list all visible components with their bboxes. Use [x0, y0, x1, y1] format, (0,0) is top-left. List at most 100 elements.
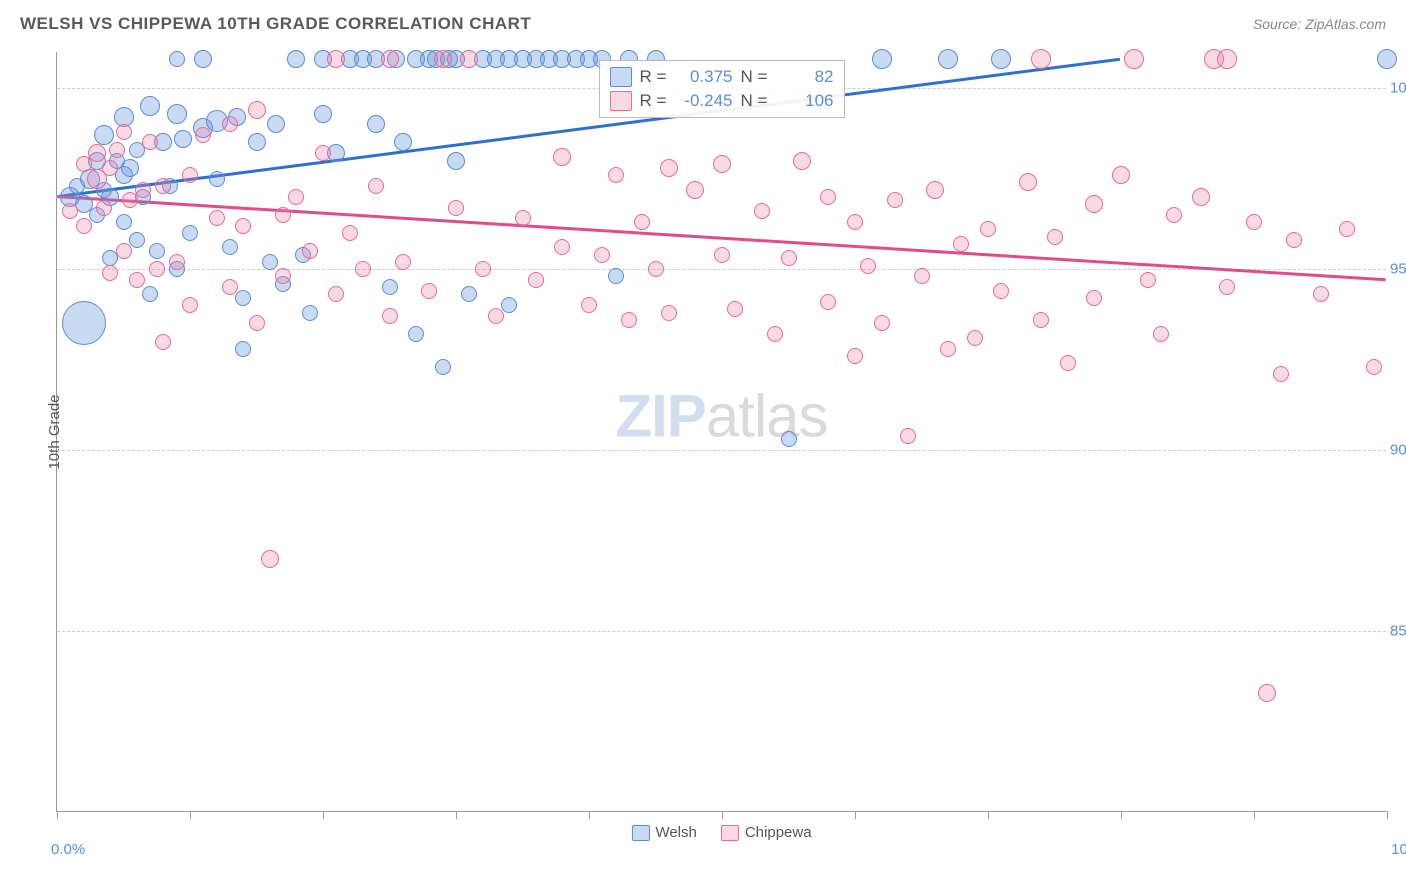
data-point: [594, 247, 610, 263]
chart-title: WELSH VS CHIPPEWA 10TH GRADE CORRELATION…: [20, 14, 531, 34]
data-point: [1192, 188, 1210, 206]
data-point: [121, 159, 139, 177]
y-tick-label: 90.0%: [1390, 442, 1406, 459]
data-point: [1339, 221, 1355, 237]
x-tick: [722, 811, 723, 819]
data-point: [1313, 286, 1329, 302]
data-point: [1086, 290, 1102, 306]
data-point: [621, 312, 637, 328]
data-point: [1124, 49, 1144, 69]
data-point: [116, 243, 132, 259]
x-axis-min-label: 0.0%: [51, 841, 85, 858]
y-tick-label: 100.0%: [1390, 80, 1406, 97]
data-point: [129, 272, 145, 288]
correlation-stats-box: R =0.375N =82R =-0.245N =106: [599, 60, 845, 118]
data-point: [914, 268, 930, 284]
data-point: [447, 152, 465, 170]
r-label: R =: [640, 67, 670, 87]
r-value: -0.245: [678, 91, 733, 111]
data-point: [222, 116, 238, 132]
data-point: [1246, 214, 1262, 230]
data-point: [820, 189, 836, 205]
legend-swatch: [721, 825, 739, 841]
data-point: [1258, 684, 1276, 702]
legend-label: Welsh: [655, 824, 696, 841]
data-point: [135, 182, 151, 198]
data-point: [887, 192, 903, 208]
data-point: [235, 341, 251, 357]
n-value: 106: [779, 91, 834, 111]
data-point: [754, 203, 770, 219]
data-point: [434, 50, 452, 68]
data-point: [367, 115, 385, 133]
data-point: [820, 294, 836, 310]
data-point: [342, 225, 358, 241]
legend-swatch: [631, 825, 649, 841]
data-point: [1166, 207, 1182, 223]
data-point: [261, 550, 279, 568]
legend-item: Chippewa: [721, 824, 812, 841]
data-point: [149, 243, 165, 259]
data-point: [1273, 366, 1289, 382]
data-point: [235, 290, 251, 306]
data-point: [182, 167, 198, 183]
data-point: [980, 221, 996, 237]
x-tick: [57, 811, 58, 819]
data-point: [1019, 173, 1037, 191]
data-point: [1033, 312, 1049, 328]
data-point: [287, 50, 305, 68]
data-point: [315, 145, 331, 161]
data-point: [140, 96, 160, 116]
data-point: [1140, 272, 1156, 288]
data-point: [109, 142, 125, 158]
data-point: [781, 250, 797, 266]
x-tick: [1254, 811, 1255, 819]
scatter-chart: 10th Grade 85.0%90.0%95.0%100.0% 0.0% 10…: [56, 52, 1386, 812]
series-swatch: [610, 91, 632, 111]
data-point: [608, 268, 624, 284]
data-point: [475, 261, 491, 277]
data-point: [62, 203, 78, 219]
data-point: [142, 134, 158, 150]
gridline: [57, 269, 1386, 270]
data-point: [102, 265, 118, 281]
data-point: [262, 254, 278, 270]
data-point: [142, 286, 158, 302]
data-point: [94, 125, 114, 145]
x-axis-max-label: 100.0%: [1391, 841, 1406, 858]
data-point: [938, 49, 958, 69]
data-point: [1060, 355, 1076, 371]
x-tick: [456, 811, 457, 819]
data-point: [167, 104, 187, 124]
gridline: [57, 631, 1386, 632]
data-point: [122, 192, 138, 208]
x-tick: [323, 811, 324, 819]
data-point: [382, 279, 398, 295]
data-point: [872, 49, 892, 69]
r-value: 0.375: [678, 67, 733, 87]
data-point: [222, 279, 238, 295]
data-point: [634, 214, 650, 230]
data-point: [714, 247, 730, 263]
stats-row: R =-0.245N =106: [610, 89, 834, 113]
data-point: [460, 50, 478, 68]
data-point: [169, 51, 185, 67]
legend: Welsh Chippewa: [631, 824, 811, 841]
data-point: [248, 133, 266, 151]
data-point: [1112, 166, 1130, 184]
series-swatch: [610, 67, 632, 87]
x-tick: [855, 811, 856, 819]
data-point: [926, 181, 944, 199]
data-point: [553, 148, 571, 166]
data-point: [515, 210, 531, 226]
data-point: [713, 155, 731, 173]
data-point: [488, 308, 504, 324]
data-point: [421, 283, 437, 299]
data-point: [155, 334, 171, 350]
data-point: [155, 178, 171, 194]
data-point: [76, 218, 92, 234]
data-point: [993, 283, 1009, 299]
data-point: [169, 254, 185, 270]
data-point: [368, 178, 384, 194]
x-tick: [988, 811, 989, 819]
